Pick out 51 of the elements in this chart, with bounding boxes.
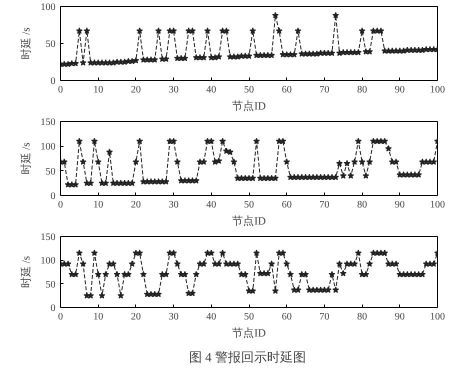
x-tick-label: 30 [168,312,179,322]
x-tick-label: 50 [244,312,254,322]
x-tick-label: 10 [93,312,104,322]
y-tick-label: 150 [40,117,56,128]
y-tick-label: 150 [40,232,56,243]
y-axis-title: 时延 /s [20,256,32,288]
x-tick-label: 20 [130,200,141,210]
x-tick-label: 30 [168,84,179,96]
x-tick-label: 70 [319,200,330,210]
y-axis-title: 时延 /s [20,142,32,175]
x-tick-label: 30 [168,200,179,210]
x-tick-label: 50 [244,200,254,210]
y-tick-label: 100 [40,142,56,153]
x-tick-label: 0 [58,84,63,96]
x-tick-label: 40 [206,200,216,210]
x-tick-label: 100 [430,200,445,210]
y-tick-label: 0 [50,76,56,87]
x-tick-label: 40 [206,84,216,96]
x-tick-label: 10 [93,84,104,96]
y-axis-title: 时延 /s [20,27,32,60]
x-axis-title: 节点ID [232,214,266,228]
x-tick-label: 100 [430,84,445,96]
x-tick-label: 0 [58,200,63,210]
x-tick-label: 70 [319,84,330,96]
x-tick-label: 90 [394,312,405,322]
x-tick-label: 60 [282,200,292,210]
x-tick-label: 80 [357,200,368,210]
y-tick-label: 50 [46,279,56,290]
x-tick-label: 10 [93,200,104,210]
x-tick-label: 70 [319,312,330,322]
x-tick-label: 80 [357,84,368,96]
x-tick-label: 100 [430,312,445,322]
x-axis-title: 节点ID [232,326,266,340]
y-tick-label: 100 [40,2,56,13]
x-tick-label: 50 [244,84,254,96]
y-tick-label: 0 [50,303,56,314]
x-tick-label: 60 [282,312,292,322]
x-tick-label: 80 [357,312,368,322]
x-tick-label: 60 [282,84,292,96]
x-axis-title: 节点ID [232,100,266,112]
x-tick-label: 0 [58,312,63,322]
y-tick-label: 50 [46,39,56,50]
caption: 图 4 警报回示时延图 [188,350,306,364]
x-tick-label: 40 [206,312,216,322]
x-tick-label: 90 [394,84,405,96]
y-tick-label: 0 [50,191,56,202]
x-tick-label: 20 [130,312,141,322]
x-tick-label: 90 [394,200,405,210]
y-tick-label: 100 [40,256,56,267]
x-tick-label: 20 [130,84,141,96]
y-tick-label: 50 [46,166,56,178]
